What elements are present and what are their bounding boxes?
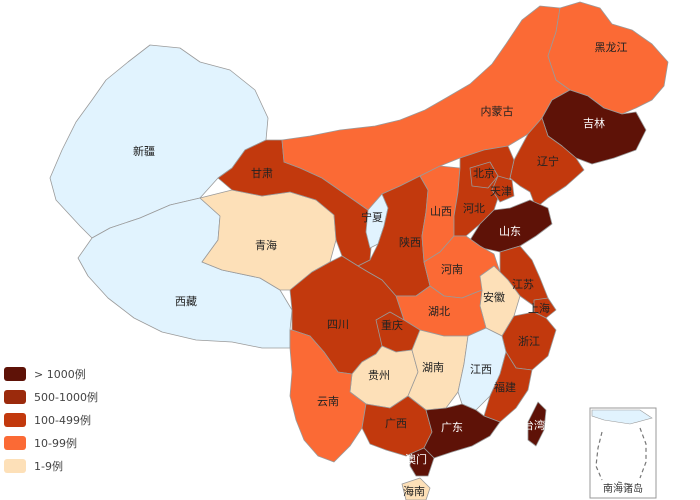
province-label-gansu: 甘肃 <box>251 167 273 180</box>
inset-label: 南海诸岛 <box>603 482 643 495</box>
legend-item[interactable]: 1-9例 <box>4 454 98 477</box>
province-beijing[interactable] <box>469 161 499 189</box>
legend: > 1000例 500-1000例 100-499例 10-99例 1-9例 <box>4 362 98 477</box>
province-label-zhejiang: 浙江 <box>518 335 540 348</box>
legend-item[interactable]: 500-1000例 <box>4 385 98 408</box>
province-taiwan[interactable] <box>527 401 547 447</box>
province-label-guangdong: 广东 <box>441 421 463 434</box>
legend-swatch <box>4 389 26 404</box>
province-label-shanghai: 上海 <box>528 301 550 315</box>
legend-label: 1-9例 <box>34 459 63 473</box>
province-heilongjiang[interactable] <box>547 1 669 115</box>
legend-label: 100-499例 <box>34 413 91 427</box>
province-liaoning[interactable] <box>509 117 585 209</box>
province-tianjin[interactable] <box>491 175 515 203</box>
province-macau[interactable] <box>409 447 435 477</box>
province-label-jiangsu: 江苏 <box>512 278 534 291</box>
province-label-xizang: 西藏 <box>175 295 197 308</box>
province-label-taiwan: 台湾 <box>523 418 545 432</box>
legend-label: 500-1000例 <box>34 390 98 404</box>
province-label-macau: 澳门 <box>405 452 427 466</box>
province-label-heilongjiang: 黑龙江 <box>595 41 628 54</box>
province-label-jilin: 吉林 <box>583 116 605 130</box>
province-label-xinjiang: 新疆 <box>133 144 155 158</box>
province-label-liaoning: 辽宁 <box>537 154 559 168</box>
legend-swatch <box>4 458 26 473</box>
province-label-ningxia: 宁夏 <box>361 210 383 224</box>
province-label-guizhou: 贵州 <box>368 369 390 382</box>
province-label-guangxi: 广西 <box>385 417 407 430</box>
legend-swatch <box>4 366 26 381</box>
legend-item[interactable]: 10-99例 <box>4 431 98 454</box>
province-label-sichuan: 四川 <box>327 318 349 331</box>
province-label-shaanxi: 陕西 <box>399 235 421 249</box>
legend-item[interactable]: 100-499例 <box>4 408 98 431</box>
province-label-jiangxi: 江西 <box>470 363 492 376</box>
province-label-chongqing: 重庆 <box>381 318 403 332</box>
province-label-tianjin: 天津 <box>490 185 512 198</box>
province-label-hainan: 海南 <box>403 484 425 498</box>
province-hainan[interactable] <box>401 477 431 500</box>
province-label-shandong: 山东 <box>499 225 521 238</box>
south-china-sea-inset: 南海诸岛 <box>589 407 657 499</box>
province-label-anhui: 安徽 <box>483 290 505 304</box>
province-label-neimenggu: 内蒙古 <box>481 104 514 118</box>
legend-swatch <box>4 412 26 427</box>
province-label-beijing: 北京 <box>473 166 495 180</box>
province-shanghai[interactable] <box>533 297 557 319</box>
legend-swatch <box>4 435 26 450</box>
province-label-shanxi: 山西 <box>430 205 452 218</box>
province-label-fujian: 福建 <box>494 380 516 394</box>
legend-label: > 1000例 <box>34 367 86 381</box>
province-label-qinghai: 青海 <box>255 238 277 252</box>
province-label-hubei: 湖北 <box>428 305 450 318</box>
province-label-hunan: 湖南 <box>422 361 444 374</box>
province-label-henan: 河南 <box>441 263 463 276</box>
legend-label: 10-99例 <box>34 436 77 450</box>
province-label-yunnan: 云南 <box>317 395 339 408</box>
province-label-hebei: 河北 <box>463 202 485 215</box>
legend-item[interactable]: > 1000例 <box>4 362 98 385</box>
